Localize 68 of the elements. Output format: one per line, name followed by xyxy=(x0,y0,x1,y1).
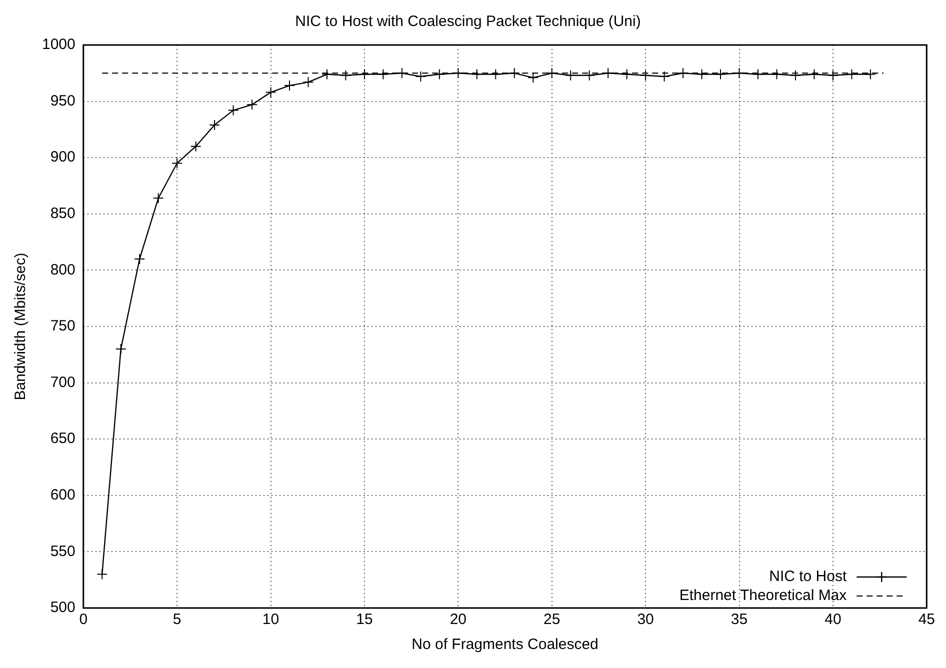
point xyxy=(808,68,820,80)
point xyxy=(452,68,464,79)
y-tick-label: 800 xyxy=(50,261,76,278)
point xyxy=(771,68,782,80)
x-tick-label: 0 xyxy=(79,611,88,628)
x-tick-label: 5 xyxy=(172,611,182,628)
point xyxy=(846,68,858,80)
chart-title: NIC to Host with Coalescing Packet Technique (Uni) xyxy=(295,13,641,30)
point xyxy=(508,68,520,79)
x-tick-label: 20 xyxy=(450,611,467,628)
point xyxy=(490,68,502,80)
point xyxy=(565,70,576,81)
x-tick-label: 10 xyxy=(262,611,280,628)
point xyxy=(602,68,614,79)
point xyxy=(471,68,482,80)
point xyxy=(752,68,764,80)
x-tick-label: 30 xyxy=(637,611,654,628)
y-tick-label: 750 xyxy=(50,318,76,335)
x-tick-label: 25 xyxy=(544,611,560,628)
point xyxy=(321,68,332,80)
point xyxy=(302,76,314,88)
point xyxy=(864,68,876,80)
x-axis-title: No of Fragments Coalesced xyxy=(412,636,598,654)
y-tick-label: 900 xyxy=(50,148,76,166)
point xyxy=(790,70,801,81)
point xyxy=(584,70,595,81)
point xyxy=(358,68,370,80)
point xyxy=(827,70,838,81)
point xyxy=(715,68,726,80)
point xyxy=(434,68,445,80)
y-tick-label: 500 xyxy=(50,599,76,616)
point xyxy=(115,344,126,355)
point xyxy=(396,68,408,79)
point xyxy=(696,68,708,80)
point xyxy=(734,68,745,79)
x-tick-label: 40 xyxy=(824,611,842,628)
y-axis-title: Bandwidth (Mbits/sec) xyxy=(12,252,30,400)
point xyxy=(96,568,108,580)
point xyxy=(340,70,352,81)
y-tick-label: 550 xyxy=(50,542,76,560)
point xyxy=(378,68,389,80)
x-tick-label: 15 xyxy=(356,611,373,628)
x-tick-label: 45 xyxy=(918,611,935,628)
point xyxy=(209,119,220,130)
legend-label: NIC to Host xyxy=(769,568,848,586)
y-tick-label: 950 xyxy=(50,92,76,110)
point xyxy=(265,86,276,98)
point xyxy=(415,71,426,82)
point xyxy=(246,99,258,110)
x-tick-label: 35 xyxy=(730,611,748,628)
legend-label: Ethernet Theoretical Max xyxy=(679,587,848,604)
y-tick-label: 1000 xyxy=(42,36,76,54)
point xyxy=(190,140,202,152)
y-tick-label: 700 xyxy=(50,374,76,391)
point xyxy=(640,70,652,81)
y-tick-label: 650 xyxy=(50,430,76,448)
point xyxy=(134,253,146,264)
point xyxy=(621,68,632,80)
point xyxy=(528,72,539,84)
y-tick-label: 600 xyxy=(50,486,76,504)
point xyxy=(152,192,164,204)
point xyxy=(658,71,670,82)
point xyxy=(228,104,239,116)
y-tick-label: 850 xyxy=(50,205,76,222)
point xyxy=(172,158,183,169)
point xyxy=(546,68,558,79)
point xyxy=(678,68,689,79)
point xyxy=(284,80,296,92)
